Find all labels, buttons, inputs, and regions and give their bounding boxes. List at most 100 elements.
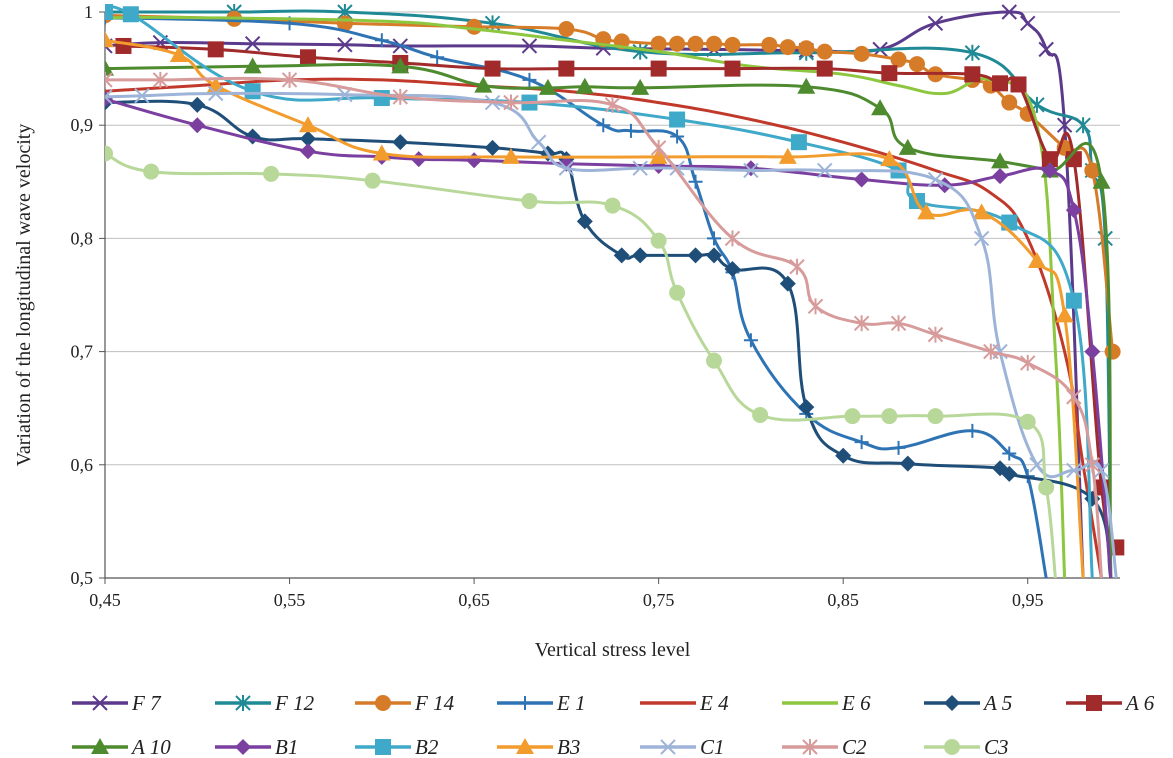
data-point	[558, 160, 575, 176]
y-tick-label: 0,6	[71, 455, 94, 475]
data-point	[881, 408, 898, 425]
data-point	[707, 231, 721, 246]
data-point	[650, 35, 667, 52]
data-point	[632, 160, 648, 176]
legend-label: C3	[984, 735, 1009, 758]
legend-label: F 14	[414, 691, 455, 715]
data-point	[558, 20, 575, 37]
data-point	[392, 88, 408, 105]
data-point	[752, 406, 769, 423]
legend-label: A 5	[982, 691, 1012, 715]
data-point	[706, 35, 722, 52]
legend-item: C3	[924, 735, 1009, 758]
data-point	[890, 315, 907, 332]
data-point	[484, 60, 501, 77]
data-point	[798, 399, 815, 416]
data-point	[890, 51, 907, 68]
series-line	[105, 15, 1067, 578]
data-point	[917, 203, 936, 220]
data-point	[1092, 172, 1111, 189]
data-point	[854, 435, 869, 450]
x-tick-label: 0,45	[89, 590, 121, 610]
data-point	[152, 71, 169, 88]
data-point	[871, 99, 890, 116]
data-point	[1001, 214, 1018, 231]
data-point	[807, 298, 824, 315]
legend-marker	[375, 739, 391, 755]
data-point	[1029, 457, 1045, 473]
data-point	[281, 71, 298, 88]
data-point	[1104, 343, 1121, 360]
data-point	[724, 36, 741, 53]
data-point	[1010, 76, 1027, 93]
data-point	[853, 315, 870, 332]
data-point	[650, 60, 667, 77]
data-point	[484, 139, 501, 156]
data-point	[576, 213, 593, 230]
data-point	[927, 15, 944, 32]
data-point	[724, 260, 741, 277]
data-point	[474, 76, 493, 93]
legend-item: A 6	[1066, 691, 1155, 715]
data-point	[1084, 343, 1101, 360]
series-e4	[105, 77, 1103, 578]
data-point	[1075, 117, 1091, 134]
legend-item: B2	[355, 735, 439, 758]
data-point	[743, 162, 759, 179]
data-point	[105, 145, 113, 162]
y-tick-label: 1	[84, 2, 93, 22]
data-point	[521, 193, 538, 210]
legend-label: A 10	[130, 735, 171, 758]
data-point	[122, 6, 139, 23]
data-point	[530, 134, 547, 150]
legend-label: C2	[842, 735, 867, 758]
x-tick-label: 0,95	[1012, 590, 1044, 610]
data-point	[983, 343, 999, 360]
data-point	[207, 41, 224, 58]
data-point	[503, 94, 519, 111]
data-point	[743, 333, 758, 348]
data-point	[1065, 202, 1082, 219]
data-point	[1020, 15, 1036, 32]
data-point	[972, 203, 991, 220]
data-point	[300, 130, 316, 147]
series-line	[123, 44, 1118, 548]
legend-marker	[944, 739, 960, 755]
data-point	[631, 78, 650, 95]
data-point	[522, 72, 537, 87]
data-point	[364, 172, 381, 189]
data-point	[991, 152, 1010, 169]
series-line	[105, 152, 1057, 578]
data-point	[143, 163, 160, 180]
data-point	[374, 33, 389, 48]
data-point	[965, 423, 980, 438]
data-point	[169, 46, 188, 63]
data-point	[105, 31, 114, 48]
data-point	[650, 232, 667, 249]
data-point	[1066, 462, 1082, 479]
data-point	[724, 60, 741, 77]
data-point	[1001, 4, 1017, 20]
data-point	[115, 37, 132, 54]
legend-label: E 1	[556, 691, 586, 715]
data-point	[669, 35, 686, 52]
data-point	[789, 258, 805, 275]
x-axis-label: Vertical stress level	[535, 639, 691, 661]
legend-item: E 4	[640, 691, 729, 715]
data-point	[105, 59, 114, 76]
data-point	[575, 77, 594, 94]
data-point	[816, 60, 833, 77]
data-point	[558, 60, 575, 77]
series-line	[105, 76, 1103, 578]
data-point	[105, 4, 113, 20]
data-point	[650, 139, 667, 156]
data-point	[724, 230, 741, 247]
data-point	[604, 96, 621, 113]
x-tick-label: 0,65	[458, 590, 490, 610]
series-line	[105, 38, 1085, 578]
legend-item: F 14	[355, 691, 455, 715]
legend-label: E 6	[841, 691, 871, 715]
x-tick-label: 0,85	[827, 590, 859, 610]
series-a10	[105, 57, 1113, 578]
data-point	[649, 147, 668, 164]
